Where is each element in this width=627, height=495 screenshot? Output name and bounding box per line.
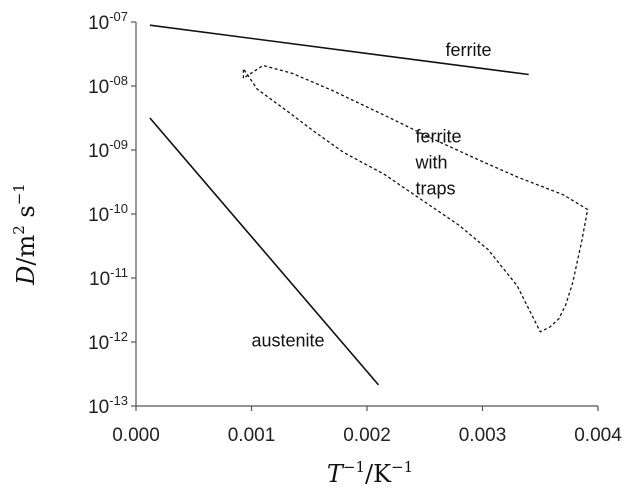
series-labels: ferrite ferrite with traps austenite: [252, 40, 492, 351]
series-line-austenite: [149, 117, 380, 386]
y-tick-label: 10-07: [88, 9, 128, 34]
y-tick-label: 10-11: [89, 265, 128, 290]
x-tick-label: 0.001: [228, 425, 276, 446]
x-axis-title: T−1/K−1: [327, 458, 413, 488]
y-tick-label: 10-13: [88, 393, 128, 418]
y-tick-label: 10-09: [88, 137, 128, 162]
x-tick-label: 0.004: [574, 425, 622, 446]
y-tick-labels: 10-07 10-08 10-09 10-10 10-11 10-12 10-13: [88, 9, 128, 418]
series-lines: [149, 24, 589, 386]
series-label: austenite: [252, 330, 325, 350]
y-tick-label: 10-08: [88, 73, 128, 98]
x-tick-label: 0.002: [343, 425, 391, 446]
series-line-ferrite: [149, 24, 529, 76]
y-axis-title: D/m2 s−1: [10, 183, 40, 286]
x-tick-label: 0.000: [112, 425, 160, 446]
y-tick-label: 10-12: [88, 329, 128, 354]
series-label: ferrite: [446, 40, 492, 60]
y-tick-label: 10-10: [88, 201, 128, 226]
axes: [131, 21, 599, 411]
x-tick-labels: 0.000 0.001 0.002 0.003 0.004: [112, 425, 622, 446]
x-tick-label: 0.003: [459, 425, 507, 446]
series-line-ferrite-with-traps: [242, 64, 589, 333]
series-label: ferrite with traps: [415, 126, 462, 198]
